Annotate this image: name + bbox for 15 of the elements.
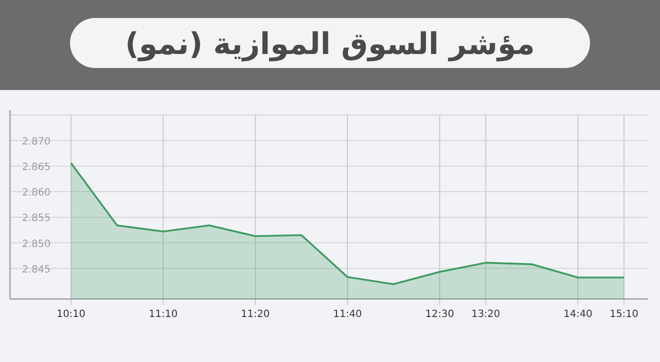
y-tick-label: 2.850 [22,238,51,250]
x-tick-label: 15:10 [610,309,638,320]
x-tick-label: 11:10 [148,309,178,320]
x-tick-label: 14:40 [564,309,592,320]
chart-title: مؤشر السوق الموازية (نمو) [125,27,535,62]
x-tick-label: 11:20 [240,309,270,320]
x-tick-label: 12:30 [425,309,454,320]
x-tick-label: 11:40 [333,309,362,320]
y-tick-label: 2.855 [22,213,51,224]
y-tick-label: 2.865 [22,162,51,174]
x-tick-label: 10:10 [56,309,86,320]
x-tick-label: 13:20 [471,309,500,320]
y-tick-label: 2.860 [22,188,51,199]
y-tick-label: 2.845 [22,264,51,276]
y-tick-label: 2.870 [22,136,51,148]
